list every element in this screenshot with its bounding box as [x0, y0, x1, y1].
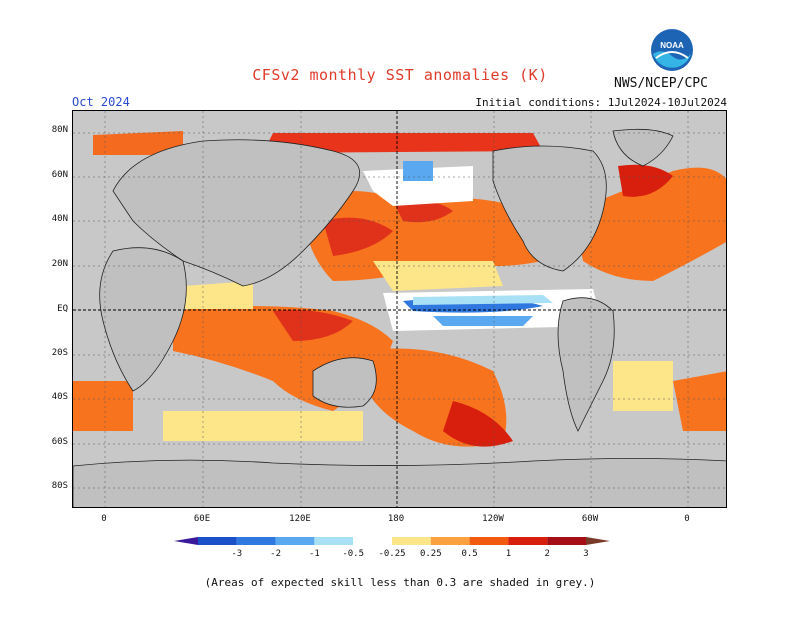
colorbar-left-arrow — [174, 537, 198, 545]
lat-label: 20S — [51, 348, 68, 358]
graticule — [73, 111, 726, 507]
colorbar-segment — [353, 537, 392, 545]
reference-lines — [73, 111, 726, 507]
lat-label: 80N — [51, 125, 68, 135]
colorbar-segment — [430, 537, 470, 545]
map-canvas — [73, 111, 726, 507]
colorbar-segment — [275, 537, 315, 545]
colorbar-tick-label: -0.25 — [378, 549, 405, 559]
colorbar-tick-label: 0.25 — [420, 549, 442, 559]
valid-month-label: Oct 2024 — [72, 95, 130, 109]
colorbar-segment — [392, 537, 431, 545]
lat-label: 20N — [51, 259, 68, 269]
colorbar-tick-label: 0.5 — [461, 549, 477, 559]
colorbar-tick-label: -1 — [309, 549, 320, 559]
colorbar-tick-label: -3 — [231, 549, 242, 559]
colorbar-segment — [508, 537, 548, 545]
colorbar-segment — [314, 537, 354, 545]
lon-label: 60E — [193, 514, 211, 524]
colorbar-segment — [236, 537, 276, 545]
colorbar: -3 -2 -1 -0.5 -0.25 0.25 0.5 1 2 3 — [174, 537, 610, 559]
sst-anomaly-map — [72, 110, 727, 508]
footnote: (Areas of expected skill less than 0.3 a… — [204, 576, 596, 589]
agency-label: NWS/NCEP/CPC — [614, 76, 708, 91]
lon-label: 120W — [482, 514, 504, 524]
noaa-logo: NOAA — [650, 28, 694, 72]
colorbar-segment — [198, 537, 237, 545]
initial-conditions-label: Initial conditions: 1Jul2024-10Jul2024 — [475, 96, 727, 109]
lon-label: 0 — [101, 514, 107, 524]
lat-label: EQ — [57, 304, 68, 314]
colorbar-tick-label: -0.5 — [342, 549, 364, 559]
lon-label: 180 — [387, 514, 405, 524]
colorbar-tick-label: 1 — [506, 549, 511, 559]
lat-label: 60N — [51, 170, 68, 180]
lon-label: 0 — [684, 514, 690, 524]
lat-label: 80S — [51, 481, 68, 491]
colorbar-segment — [469, 537, 509, 545]
colorbar-tick-label: 2 — [544, 549, 549, 559]
lat-label: 40S — [51, 392, 68, 402]
lon-label: 120E — [289, 514, 311, 524]
lat-label: 40N — [51, 214, 68, 224]
colorbar-right-arrow — [586, 537, 610, 545]
lon-label: 60W — [581, 514, 599, 524]
colorbar-tick-label: 3 — [583, 549, 588, 559]
colorbar-segment — [547, 537, 586, 545]
colorbar-tick-label: -2 — [270, 549, 281, 559]
lat-label: 60S — [51, 437, 68, 447]
map-title: CFSv2 monthly SST anomalies (K) — [252, 66, 548, 84]
logo-text: NOAA — [660, 41, 684, 50]
